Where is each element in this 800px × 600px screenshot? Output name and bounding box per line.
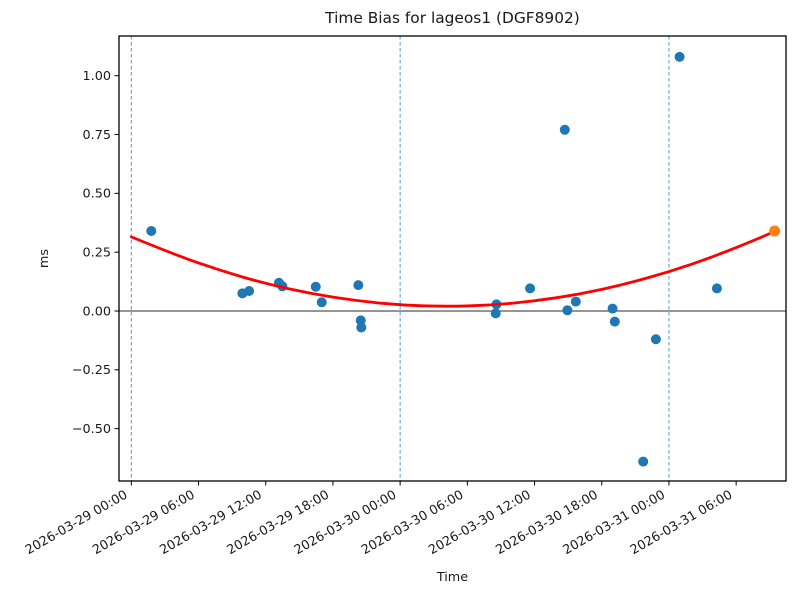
y-tick-label: −0.50 [72, 422, 111, 437]
data-point [570, 296, 581, 307]
y-tick-label: 0.75 [83, 128, 112, 143]
data-point [711, 283, 722, 294]
data-point [525, 283, 536, 294]
highlight-point [769, 225, 781, 237]
data-point [609, 316, 620, 327]
y-tick-label: 1.00 [83, 69, 112, 84]
chart-title: Time Bias for lageos1 (DGF8902) [324, 9, 580, 27]
data-point [353, 280, 364, 291]
y-tick-label: 0.50 [83, 187, 112, 202]
y-tick-label: −0.25 [72, 363, 111, 378]
data-point [674, 51, 685, 62]
x-axis-label: Time [436, 570, 468, 585]
data-point [607, 303, 618, 314]
y-tick-label: 0.00 [83, 304, 112, 319]
data-point [559, 124, 570, 135]
data-point [562, 305, 573, 316]
chart-plot-area: 1.000.750.500.250.00−0.25−0.502026-03-29… [23, 35, 787, 558]
data-point [310, 281, 321, 292]
y-tick-label: 0.25 [83, 245, 112, 260]
data-point [356, 322, 367, 333]
plot-border [118, 35, 787, 482]
data-point [316, 297, 327, 308]
data-point [244, 285, 255, 296]
y-axis-label: ms [37, 249, 52, 268]
data-point [638, 456, 649, 467]
data-point [650, 334, 661, 345]
data-point [490, 308, 501, 319]
fit-curve [129, 229, 777, 308]
data-point [146, 225, 157, 236]
